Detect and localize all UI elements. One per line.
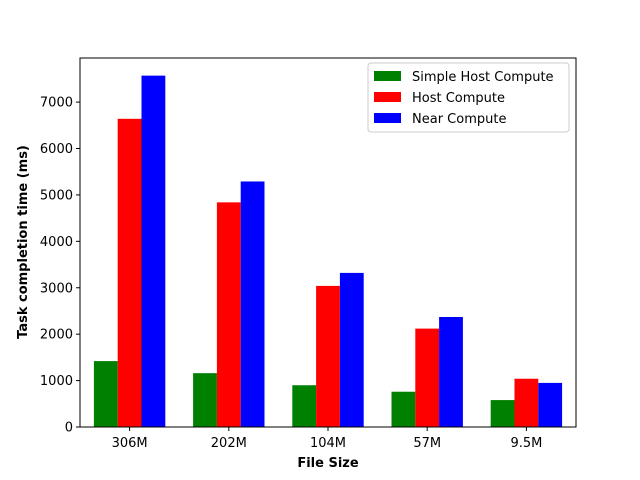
x-tick-label: 104M — [310, 436, 346, 451]
legend-label: Near Compute — [412, 112, 506, 127]
legend-swatch — [374, 113, 401, 123]
x-tick-label: 306M — [112, 436, 148, 451]
y-axis-title: Task completion time (ms) — [16, 145, 31, 339]
legend-swatch — [374, 71, 401, 81]
bar-near-compute-57M — [439, 317, 463, 427]
bar-host-compute-57M — [415, 328, 440, 427]
x-tick-label: 202M — [211, 436, 247, 451]
x-axis-title: File Size — [297, 456, 359, 471]
bar-simple-host-compute-202M — [193, 373, 217, 427]
bar-near-compute-306M — [141, 75, 166, 427]
bar-host-compute-104M — [316, 285, 340, 427]
bar-near-compute-104M — [339, 272, 364, 427]
bars-layer — [93, 75, 563, 428]
y-tick-label: 5000 — [40, 188, 73, 203]
bar-simple-host-compute-306M — [93, 361, 118, 427]
bar-host-compute-202M — [216, 202, 241, 427]
x-tick-label: 57M — [413, 436, 441, 451]
bar-simple-host-compute-104M — [292, 385, 317, 427]
y-tick-label: 0 — [65, 421, 73, 436]
bar-simple-host-compute-9_5M — [490, 400, 515, 427]
bar-host-compute-9_5M — [514, 378, 539, 427]
y-tick-label: 1000 — [40, 374, 73, 389]
x-tick-label: 9.5M — [510, 436, 542, 451]
y-tick-label: 7000 — [40, 96, 73, 111]
axes-layer: 0 1000 2000 3000 4000 5000 6000 7000 306M 202M 104… — [40, 57, 577, 451]
bar-simple-host-compute-57M — [391, 391, 416, 427]
legend-swatch — [374, 92, 401, 102]
bar-host-compute-306M — [117, 118, 142, 428]
legend: Simple Host Compute Host Compute Near Comp… — [367, 62, 570, 133]
y-tick-label: 4000 — [40, 235, 73, 250]
y-tick-label: 3000 — [40, 281, 73, 296]
bar-near-compute-9_5M — [538, 382, 563, 427]
legend-label: Host Compute — [412, 91, 505, 106]
legend-box — [367, 62, 570, 133]
y-tick-label: 6000 — [40, 142, 73, 157]
bar-near-compute-202M — [240, 181, 265, 427]
legend-label: Simple Host Compute — [412, 70, 554, 85]
y-tick-label: 2000 — [40, 328, 73, 343]
